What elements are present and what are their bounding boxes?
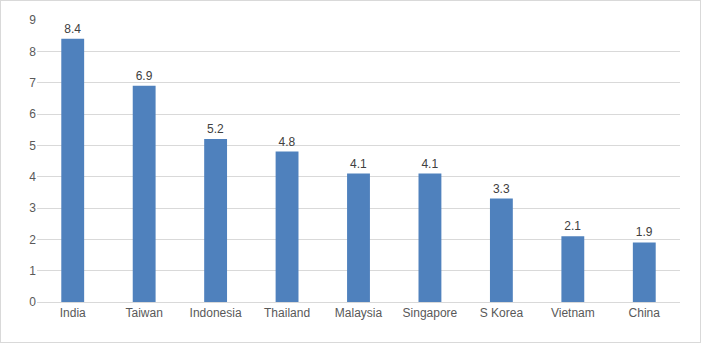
svg-text:5.2: 5.2 bbox=[207, 122, 224, 136]
svg-text:S Korea: S Korea bbox=[480, 306, 524, 320]
svg-text:0: 0 bbox=[29, 295, 36, 309]
svg-text:4.1: 4.1 bbox=[421, 157, 438, 171]
svg-text:4.1: 4.1 bbox=[350, 157, 367, 171]
svg-text:Thailand: Thailand bbox=[264, 306, 310, 320]
svg-text:1.9: 1.9 bbox=[636, 225, 653, 239]
svg-text:6: 6 bbox=[29, 107, 36, 121]
svg-text:Singapore: Singapore bbox=[403, 306, 458, 320]
svg-text:2: 2 bbox=[29, 233, 36, 247]
svg-text:7: 7 bbox=[29, 76, 36, 90]
svg-text:5: 5 bbox=[29, 139, 36, 153]
svg-text:Taiwan: Taiwan bbox=[125, 306, 162, 320]
svg-text:8.4: 8.4 bbox=[64, 22, 81, 36]
svg-text:3: 3 bbox=[29, 201, 36, 215]
svg-text:6.9: 6.9 bbox=[136, 69, 153, 83]
svg-text:4.8: 4.8 bbox=[279, 135, 296, 149]
svg-text:4: 4 bbox=[29, 170, 36, 184]
svg-text:Malaysia: Malaysia bbox=[335, 306, 383, 320]
svg-text:India: India bbox=[60, 306, 86, 320]
svg-text:3.3: 3.3 bbox=[493, 182, 510, 196]
svg-text:9: 9 bbox=[29, 13, 36, 27]
svg-text:Vietnam: Vietnam bbox=[551, 306, 595, 320]
svg-text:Indonesia: Indonesia bbox=[190, 306, 242, 320]
svg-text:China: China bbox=[629, 306, 661, 320]
svg-text:1: 1 bbox=[29, 264, 36, 278]
svg-text:8: 8 bbox=[29, 45, 36, 59]
svg-text:2.1: 2.1 bbox=[564, 219, 581, 233]
